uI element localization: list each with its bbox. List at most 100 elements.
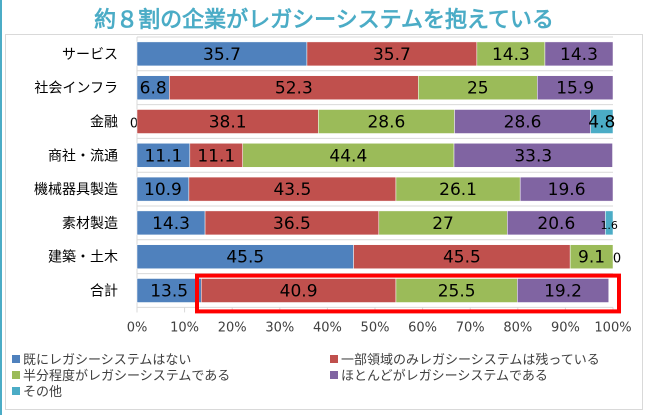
x-tick-label: 0% [127,320,148,335]
bar-segment [517,278,609,303]
highlight-box [195,273,621,314]
data-label: 6.8 [140,79,167,99]
data-label: 26.1 [439,180,477,200]
bar-segment [395,278,518,303]
bar-segment [507,210,606,236]
category-label: 建築・土木 [48,250,118,266]
data-label: 19.2 [544,282,582,302]
data-label: 36.5 [273,214,311,234]
data-label: 0 [613,252,621,267]
bar-segment [395,176,521,202]
legend-label: 既にレガシーシステムはない [23,353,192,368]
data-label: 52.3 [275,79,313,99]
x-tick-label: 90% [551,320,580,335]
bar-segment [418,75,538,100]
chart-title: 約８割の企業がレガシーシステムを抱えている [94,8,554,33]
data-label: 33.3 [514,146,552,166]
x-tick-label: 60% [408,320,437,335]
bar-segment [318,109,455,134]
x-tick-label: 70% [456,320,485,335]
data-label: 38.1 [209,113,247,133]
bar-segment [242,143,455,168]
legend-item: 既にレガシーシステムはない [12,349,191,368]
data-label: 25 [467,79,489,99]
data-label: 15.9 [556,79,594,99]
bar-segment [378,210,508,236]
bar-segment [136,41,308,67]
data-label: 14.3 [152,214,190,234]
x-tick-label: 30% [265,320,294,335]
bar-segment [136,143,191,168]
category-label: 社会インフラ [34,81,118,97]
bar-segment [136,176,190,202]
data-label: 28.6 [504,113,542,133]
data-label: 13.5 [150,282,188,302]
data-label: 20.6 [537,214,575,234]
bar-segment [353,244,571,269]
bar-segment [453,143,613,168]
data-label: 0 [130,117,138,132]
data-label: 35.7 [203,45,241,65]
data-label: 11.1 [144,146,182,166]
category-label: 金融 [90,115,118,131]
category-label: 素材製造 [62,216,118,232]
bar-segment [136,109,319,134]
data-label: 14.3 [560,45,598,65]
bar-segment [306,41,478,67]
legend-label: その他 [23,385,63,400]
data-label: 45.5 [226,248,264,268]
category-label: 合計 [90,284,118,300]
data-label: 9.1 [578,248,605,268]
data-label: 43.5 [273,180,311,200]
legend-item: 半分程度がレガシーシステムである [12,365,230,384]
bar-segment [544,41,614,67]
data-label: 11.1 [197,146,235,166]
bar-segment [136,210,206,236]
chart-frame [5,34,643,410]
category-label: 機械器具製造 [34,182,118,198]
data-label: 35.7 [373,45,411,65]
data-label: 45.5 [443,248,481,268]
data-label: 28.6 [367,113,405,133]
data-label: 10.9 [144,180,182,200]
bar-segment [204,210,380,236]
bar-segment [136,278,202,303]
legend-swatch [330,370,338,379]
legend-label: 半分程度がレガシーシステムである [23,369,231,384]
legend-swatch [330,354,338,363]
data-label: 27 [432,214,454,234]
legend-item: ほとんどがレガシーシステムである [330,365,548,384]
legend-swatch [12,386,20,395]
bar-segment [189,143,243,168]
bar-segment [605,210,614,236]
x-tick-label: 10% [170,320,199,335]
legend-item: 一部領域のみレガシーシステムは残っている [330,349,600,368]
bar-segment [569,244,614,269]
legend-item: その他 [12,381,62,400]
legend-label: 一部領域のみレガシーシステムは残っている [341,353,600,368]
bar-segment [476,41,546,67]
legend-label: ほとんどがレガシーシステムである [341,369,548,384]
bar-segment [136,75,170,100]
bar-segment [169,75,419,100]
bar-segment [590,109,614,134]
data-label: 4.8 [588,113,615,133]
x-tick-label: 50% [361,320,390,335]
bar-segment [188,176,397,202]
data-label: 40.9 [280,282,318,302]
bar-segment [201,278,397,303]
x-tick-label: 20% [218,320,247,335]
data-label: 25.5 [438,282,476,302]
legend-swatch [12,370,20,379]
bar-segment [454,109,591,134]
data-label: 44.4 [329,146,367,166]
data-label: 19.6 [548,180,586,200]
bar-segment [519,176,614,202]
data-label: 1.6 [600,219,618,232]
bar-segment [136,244,354,269]
x-tick-label: 100% [594,320,631,335]
category-label: サービス [62,47,118,63]
data-label: 14.3 [492,45,530,65]
bar-segment [537,75,614,100]
